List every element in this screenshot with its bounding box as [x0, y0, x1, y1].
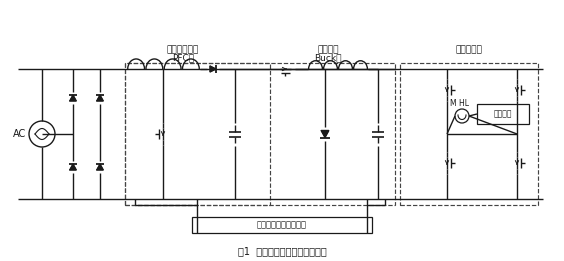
Text: M HL: M HL	[450, 99, 469, 109]
Text: 功率控制: 功率控制	[317, 45, 339, 55]
Polygon shape	[70, 164, 76, 170]
Bar	[125, 63, 270, 205]
Text: 图1  三级式电子镇流器拓扑结构: 图1 三级式电子镇流器拓扑结构	[237, 246, 327, 256]
Text: PFC级: PFC级	[172, 54, 194, 62]
Polygon shape	[210, 66, 216, 72]
Bar	[125, 63, 395, 205]
Polygon shape	[70, 95, 76, 101]
Text: 全桥逆变级: 全桥逆变级	[456, 45, 482, 55]
Bar	[192, 217, 372, 233]
Polygon shape	[96, 95, 103, 101]
Polygon shape	[96, 164, 103, 170]
Polygon shape	[321, 130, 329, 138]
Bar	[400, 63, 538, 205]
Bar	[477, 104, 529, 124]
Text: Buck级: Buck级	[314, 54, 342, 62]
Text: 功率因数校正: 功率因数校正	[167, 45, 199, 55]
Text: 单片机控制及保护电路: 单片机控制及保护电路	[257, 221, 307, 229]
Text: 点火电路: 点火电路	[494, 110, 512, 118]
Text: AC: AC	[14, 129, 27, 139]
